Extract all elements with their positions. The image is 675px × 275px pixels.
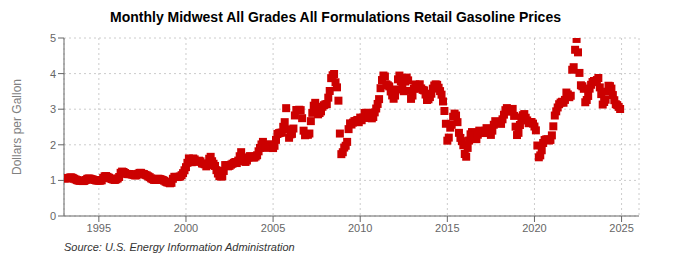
svg-text:0: 0	[50, 210, 56, 222]
svg-text:2010: 2010	[348, 222, 372, 234]
svg-text:2000: 2000	[174, 222, 198, 234]
svg-text:2020: 2020	[522, 222, 546, 234]
svg-text:2005: 2005	[261, 222, 285, 234]
svg-text:4: 4	[50, 68, 56, 80]
html-text:Source: U.S. Energy Informatio: Source: U.S. Energy Information Administ…	[64, 241, 295, 253]
svg-text:1: 1	[50, 174, 56, 186]
svg-text:Dollars per Gallon: Dollars per Gallon	[10, 79, 24, 175]
html-text:Monthly Midwest All Grades All: Monthly Midwest All Grades All Formulati…	[110, 9, 561, 25]
svg-text:1995: 1995	[87, 222, 111, 234]
svg-text:2025: 2025	[609, 222, 633, 234]
svg-text:2: 2	[50, 139, 56, 151]
svg-text:5: 5	[50, 32, 56, 44]
svg-text:2015: 2015	[435, 222, 459, 234]
svg-text:3: 3	[50, 103, 56, 115]
